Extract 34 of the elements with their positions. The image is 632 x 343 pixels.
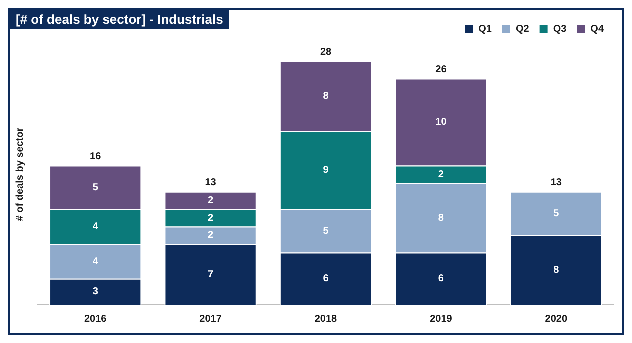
- x-tick-label: 2018: [314, 314, 338, 325]
- legend-label: Q2: [516, 24, 530, 35]
- x-tick-label: 2019: [430, 314, 453, 325]
- data-label: 7: [208, 269, 214, 280]
- x-tick-label: 2017: [200, 314, 222, 325]
- data-label: 8: [554, 264, 560, 276]
- data-label: 10: [436, 117, 448, 128]
- total-label: 26: [436, 64, 448, 76]
- data-label: 2: [208, 212, 214, 224]
- data-label: 5: [323, 226, 330, 237]
- x-tick-label: 2020: [545, 314, 568, 325]
- data-label: 6: [438, 274, 444, 285]
- data-label: 9: [323, 164, 330, 176]
- data-label: 2: [208, 195, 214, 206]
- total-label: 13: [205, 178, 217, 189]
- legend-label: Q4: [590, 24, 604, 35]
- data-label: 5: [92, 182, 99, 194]
- data-label: 3: [92, 286, 99, 298]
- x-tick-label: 2016: [84, 314, 108, 325]
- data-label: 5: [554, 208, 560, 220]
- legend-label: Q1: [478, 24, 492, 35]
- data-label: 2: [208, 230, 214, 242]
- total-label: 16: [90, 152, 102, 163]
- data-label: 8: [438, 212, 444, 224]
- legend-label: Q3: [553, 24, 568, 35]
- total-label: 13: [550, 178, 562, 189]
- data-label: 4: [92, 221, 99, 232]
- data-label: 2: [438, 169, 444, 180]
- total-label: 28: [320, 47, 332, 58]
- data-label: 6: [323, 274, 330, 285]
- chart-title: [# of deals by sector] - Industrials: [10, 10, 230, 29]
- data-label: 4: [92, 256, 99, 268]
- y-axis-title: # of deals by sector: [14, 128, 26, 222]
- data-label: 8: [323, 90, 330, 102]
